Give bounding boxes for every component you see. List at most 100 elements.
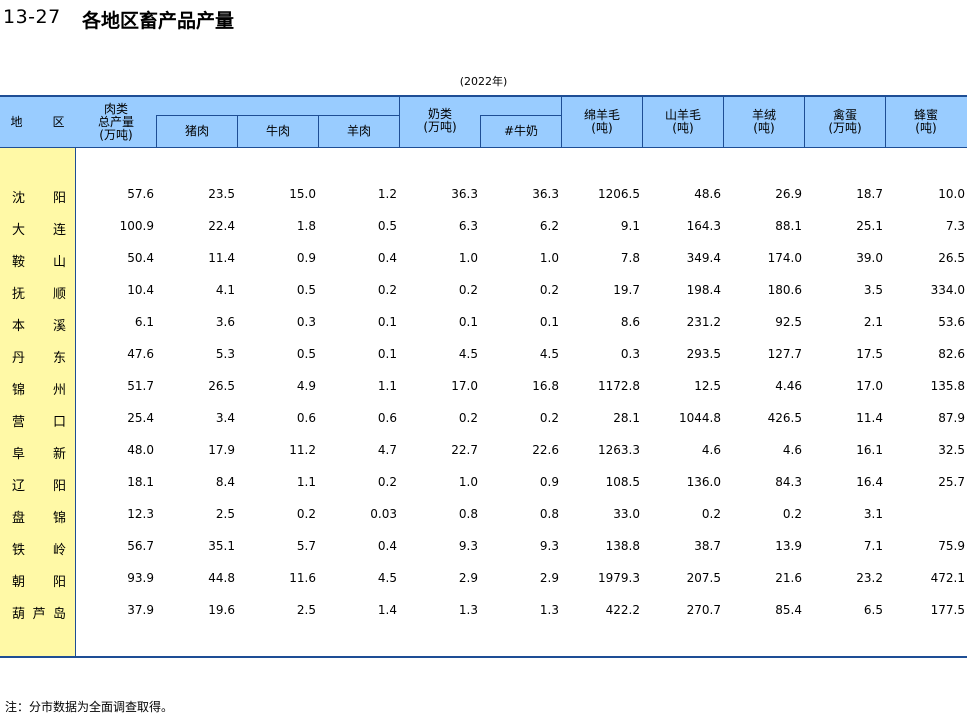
table-cell: 180.6 bbox=[767, 283, 802, 297]
table-cell: 2.9 bbox=[539, 571, 559, 585]
table-cell: 44.8 bbox=[208, 571, 235, 585]
region-char: 阜 bbox=[12, 447, 26, 462]
table-cell: 12.5 bbox=[694, 379, 721, 393]
region-name: 鞍山 bbox=[12, 251, 66, 270]
table-cell: 4.5 bbox=[458, 347, 478, 361]
header-region-char: 区 bbox=[52, 114, 65, 129]
header-divider bbox=[237, 115, 238, 147]
table-cell: 75.9 bbox=[938, 539, 965, 553]
table-cell: 6.2 bbox=[539, 219, 559, 233]
table-cell: 25.4 bbox=[127, 411, 154, 425]
table-cell: 48.6 bbox=[694, 187, 721, 201]
header-divider bbox=[156, 115, 157, 147]
header-divider bbox=[561, 97, 562, 147]
table-cell: 0.3 bbox=[620, 347, 640, 361]
region-char: 连 bbox=[52, 223, 66, 238]
table-cell: 9.1 bbox=[620, 219, 640, 233]
table-cell: 9.3 bbox=[539, 539, 559, 553]
table-cell: 6.5 bbox=[863, 603, 883, 617]
table-cell: 1044.8 bbox=[679, 411, 721, 425]
table-cell: 198.4 bbox=[686, 283, 721, 297]
table-cell: 38.7 bbox=[694, 539, 721, 553]
table-cell: 1979.3 bbox=[598, 571, 640, 585]
table-cell: 0.6 bbox=[377, 411, 397, 425]
region-char: 葫 bbox=[12, 607, 26, 622]
header-wool: 绵羊毛 (吨) bbox=[583, 108, 620, 135]
table-cell: 6.1 bbox=[134, 315, 154, 329]
table-cell: 0.2 bbox=[539, 411, 559, 425]
table-cell: 92.5 bbox=[775, 315, 802, 329]
table-cell: 7.3 bbox=[945, 219, 965, 233]
table-cell: 0.9 bbox=[296, 251, 316, 265]
table-cell: 2.5 bbox=[215, 507, 235, 521]
region-char: 阳 bbox=[52, 479, 66, 494]
table-cell: 0.9 bbox=[539, 475, 559, 489]
table-number: 13-27 bbox=[3, 6, 61, 28]
table-cell: 334.0 bbox=[930, 283, 965, 297]
region-name: 辽阳 bbox=[12, 475, 66, 494]
table-cell: 4.1 bbox=[215, 283, 235, 297]
region-char: 大 bbox=[12, 223, 26, 238]
table-cell: 0.5 bbox=[296, 283, 316, 297]
table-cell: 84.3 bbox=[775, 475, 802, 489]
table-cell: 426.5 bbox=[767, 411, 802, 425]
table-cell: 0.2 bbox=[377, 283, 397, 297]
table-cell: 26.5 bbox=[208, 379, 235, 393]
table-cell: 1.3 bbox=[458, 603, 478, 617]
table-cell: 26.5 bbox=[938, 251, 965, 265]
table-cell: 11.4 bbox=[856, 411, 883, 425]
page-title: 各地区畜产品产量 bbox=[82, 10, 235, 32]
table-cell: 17.9 bbox=[208, 443, 235, 457]
table-cell: 127.7 bbox=[767, 347, 802, 361]
table-cell: 0.2 bbox=[782, 507, 802, 521]
table-cell: 1.0 bbox=[539, 251, 559, 265]
region-column-background bbox=[0, 97, 76, 656]
table-cell: 1.0 bbox=[458, 251, 478, 265]
header-divider bbox=[723, 97, 724, 147]
table-cell: 1263.3 bbox=[598, 443, 640, 457]
region-name: 抚顺 bbox=[12, 283, 66, 302]
table-cell: 0.1 bbox=[539, 315, 559, 329]
table-cell: 0.4 bbox=[377, 539, 397, 553]
table-cell: 4.6 bbox=[782, 443, 802, 457]
header-beef: 牛肉 bbox=[265, 124, 290, 138]
table-cell: 207.5 bbox=[686, 571, 721, 585]
table-cell: 36.3 bbox=[532, 187, 559, 201]
region-char: 州 bbox=[52, 383, 66, 398]
region-char: 阳 bbox=[52, 191, 66, 206]
header-meat-total: 肉类 总产量 (万吨) bbox=[97, 101, 134, 142]
region-name: 铁岭 bbox=[12, 539, 66, 558]
table-cell: 10.4 bbox=[127, 283, 154, 297]
header-divider bbox=[399, 97, 400, 147]
region-name: 葫芦岛 bbox=[12, 603, 66, 622]
table-cell: 16.1 bbox=[856, 443, 883, 457]
table-cell: 13.9 bbox=[775, 539, 802, 553]
header-region: 地 区 bbox=[0, 97, 75, 147]
table-cell: 53.6 bbox=[938, 315, 965, 329]
table-cell: 48.0 bbox=[127, 443, 154, 457]
table-cell: 4.7 bbox=[377, 443, 397, 457]
header-subrule bbox=[156, 115, 399, 116]
table-cell: 8.6 bbox=[620, 315, 640, 329]
header-region-char: 地 bbox=[10, 114, 23, 129]
header-cow-milk: #牛奶 bbox=[503, 124, 539, 138]
header-goat-hair: 山羊毛 (吨) bbox=[664, 108, 701, 135]
table-cell: 3.6 bbox=[215, 315, 235, 329]
table-cell: 472.1 bbox=[930, 571, 965, 585]
table-cell: 231.2 bbox=[686, 315, 721, 329]
region-name: 朝阳 bbox=[12, 571, 66, 590]
table-cell: 8.4 bbox=[215, 475, 235, 489]
table-cell: 2.9 bbox=[458, 571, 478, 585]
table-cell: 7.1 bbox=[863, 539, 883, 553]
table-cell: 11.6 bbox=[289, 571, 316, 585]
table-cell: 35.1 bbox=[208, 539, 235, 553]
table-cell: 0.6 bbox=[296, 411, 316, 425]
table-cell: 0.1 bbox=[458, 315, 478, 329]
table-cell: 108.5 bbox=[605, 475, 640, 489]
table-cell: 4.5 bbox=[377, 571, 397, 585]
table-cell: 16.4 bbox=[856, 475, 883, 489]
table-cell: 0.2 bbox=[539, 283, 559, 297]
region-char: 东 bbox=[52, 351, 66, 366]
table-cell: 25.7 bbox=[938, 475, 965, 489]
region-char: 口 bbox=[52, 415, 66, 430]
